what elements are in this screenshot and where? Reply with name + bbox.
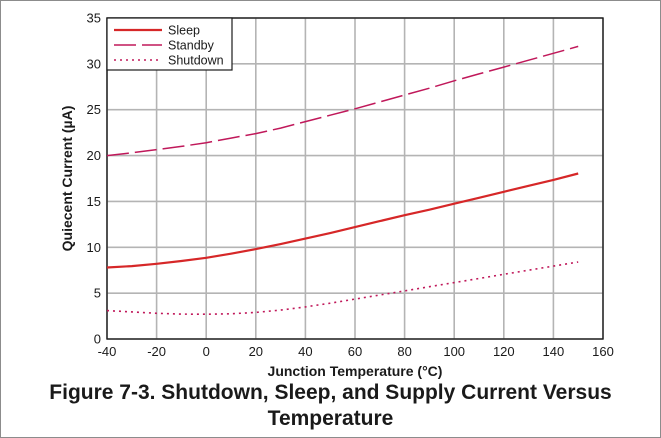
x-tick-label: 160: [592, 344, 614, 359]
y-tick-label: 30: [87, 56, 101, 71]
chart: -40 -20 0 20 40 60 80 100 120 140 160 0 5 10 15 20 25 30 3…: [59, 11, 614, 380]
plot-border: [106, 17, 604, 340]
x-tick-label: -40: [98, 344, 117, 359]
series-line-shutdown: [106, 261, 579, 316]
x-tick-label: 80: [397, 344, 411, 359]
caption-line-1: Figure 7-3. Shutdown, Sleep, and Supply …: [49, 381, 612, 404]
x-tick-label: 0: [203, 344, 210, 359]
x-tick-label: 60: [348, 344, 362, 359]
x-tick-label: 140: [543, 344, 565, 359]
legend-box: [106, 17, 233, 71]
x-tick-label: 40: [298, 344, 312, 359]
y-tick-label: 35: [87, 11, 101, 26]
y-tick-label: 0: [94, 332, 101, 347]
x-tick-label: -20: [147, 344, 166, 359]
y-tick-label: 10: [87, 240, 101, 255]
x-tick-label: 100: [443, 344, 465, 359]
legend-label-standby: Standby: [168, 39, 215, 53]
legend-label-sleep: Sleep: [168, 24, 200, 38]
x-tick-label: 120: [493, 344, 515, 359]
y-tick-label: 5: [94, 286, 101, 301]
y-tick-label: 20: [87, 148, 101, 163]
series-line-standby: [106, 45, 579, 157]
x-axis-label: Junction Temperature (°C): [268, 363, 443, 379]
legend-label-shutdown: Shutdown: [168, 54, 224, 68]
y-tick-label: 15: [87, 194, 101, 209]
x-tick-label: 20: [249, 344, 263, 359]
caption-line-2: Temperature: [267, 407, 394, 430]
figure-caption: Figure 7-3. Shutdown, Sleep, and Supply …: [0, 380, 661, 432]
series-line-sleep: [106, 172, 579, 269]
y-tick-label: 25: [87, 102, 101, 117]
y-axis-label: Quiecent Current (µA): [59, 106, 75, 252]
